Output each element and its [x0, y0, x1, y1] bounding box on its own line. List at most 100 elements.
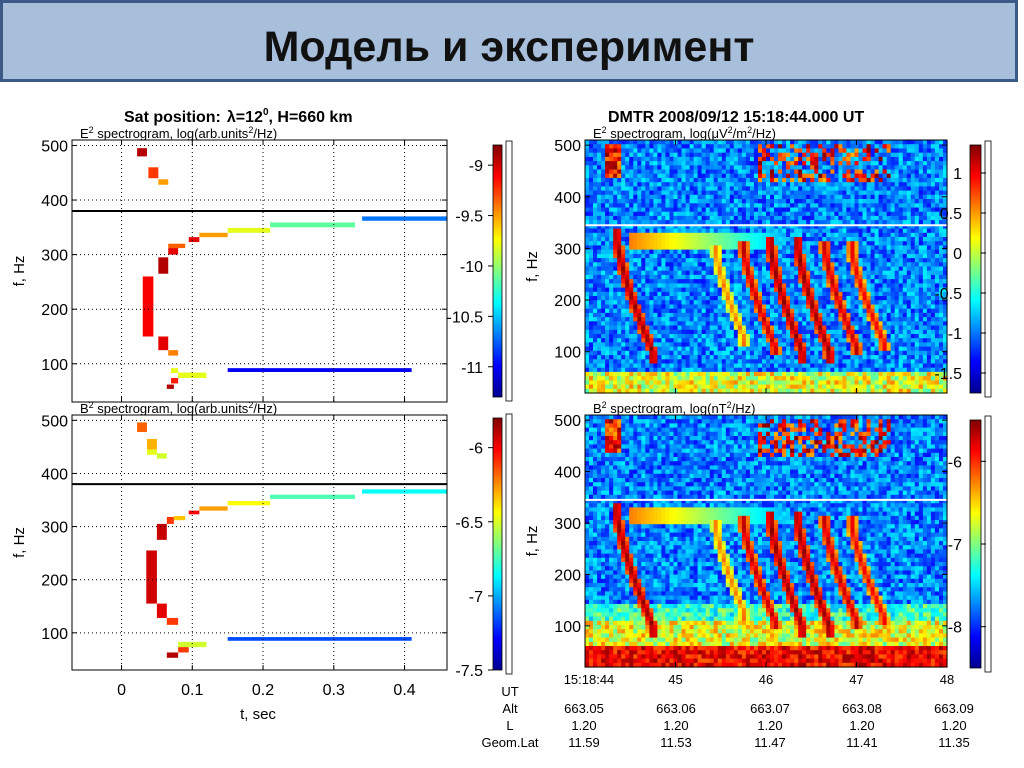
spectrogram-pixel	[629, 186, 634, 192]
spectrogram-pixel	[737, 363, 743, 369]
spectrogram-pixel	[790, 355, 795, 360]
spectrogram-pixel	[613, 245, 618, 251]
spectrogram-pixel	[882, 148, 888, 154]
spectrogram-pixel	[749, 194, 755, 200]
spectrogram-pixel	[621, 376, 626, 381]
spectrogram-pixel	[846, 312, 851, 318]
spectrogram-pixel	[693, 371, 699, 377]
spectrogram-pixel	[794, 215, 799, 221]
spectrogram-pixel	[681, 173, 687, 179]
spectrogram-pixel	[822, 262, 827, 268]
spectrogram-pixel	[826, 156, 831, 162]
spectrogram-pixel	[681, 334, 687, 339]
spectrogram-pixel	[593, 384, 598, 390]
spectrogram-pixel	[609, 346, 614, 352]
spectrogram-pixel	[810, 274, 815, 280]
spectrogram-pixel	[850, 215, 856, 221]
spectrogram-pixel	[657, 388, 662, 394]
spectrogram-pixel	[709, 350, 715, 356]
spectrogram-pixel	[753, 376, 759, 381]
spectrogram-pixel	[745, 182, 751, 187]
spectrogram-pixel	[613, 283, 618, 289]
spectrogram-pixel	[762, 304, 767, 310]
spectrogram-pixel	[653, 334, 658, 339]
spectrogram-pixel	[633, 270, 638, 276]
spectrogram-pixel	[597, 258, 602, 263]
spectrogram-pixel	[822, 325, 827, 331]
spectrogram-pixel	[830, 241, 835, 246]
spectrogram-pixel	[766, 144, 771, 149]
spectrogram-pixel	[782, 334, 787, 339]
spectrogram-pixel	[717, 144, 723, 149]
spectrogram-pixel	[766, 363, 771, 369]
spectrogram-pixel	[830, 199, 835, 204]
spectrogram-pixel	[693, 376, 699, 381]
spectrogram-pixel	[766, 334, 771, 339]
spectrogram-pixel	[685, 338, 691, 343]
spectrogram-pixel	[778, 190, 783, 196]
spectrogram-pixel	[669, 329, 675, 335]
spectrogram-pixel	[778, 241, 783, 246]
spectrogram-pixel	[830, 161, 835, 166]
spectrogram-pixel	[717, 342, 723, 348]
spectrogram-pixel	[870, 329, 876, 335]
spectrogram-pixel	[842, 182, 847, 187]
spectrogram-pixel	[633, 249, 638, 255]
spectrogram-pixel	[685, 177, 691, 183]
spectrogram-pixel	[633, 359, 638, 365]
spectrogram-pixel	[709, 228, 715, 234]
spectrogram-pixel	[762, 270, 767, 276]
spectrogram-pixel	[798, 291, 803, 297]
spectrogram-pixel	[870, 173, 876, 179]
spectrogram-pixel	[778, 287, 783, 293]
spectrogram-pixel	[689, 173, 695, 179]
spectrogram-pixel	[589, 262, 594, 268]
spectrogram-pixel	[597, 367, 602, 373]
spectrogram-pixel	[605, 384, 610, 390]
spectrogram-pixel	[830, 232, 835, 238]
spectrogram-pixel	[697, 182, 703, 187]
spectrogram-pixel	[725, 203, 731, 209]
spectrogram-pixel	[906, 215, 912, 221]
spectrogram-pixel	[633, 173, 638, 179]
spectrogram-pixel	[749, 338, 755, 343]
spectrogram-pixel	[645, 173, 650, 179]
spectrogram-pixel	[641, 359, 646, 365]
spectrogram-pixel	[629, 329, 634, 335]
spectrogram-pixel	[846, 321, 851, 327]
spectrogram-pixel	[758, 363, 763, 369]
spectrogram-pixel	[786, 220, 791, 225]
spectrogram-pixel	[741, 148, 747, 154]
spectrogram-pixel	[645, 363, 650, 369]
spectrogram-pixel	[693, 190, 699, 196]
spectrogram-pixel	[770, 156, 775, 162]
spectrogram-pixel	[802, 245, 807, 251]
spectrogram-cell	[168, 243, 186, 249]
spectrogram-pixel	[850, 367, 856, 373]
spectrogram-pixel	[633, 224, 638, 230]
spectrogram-pixel	[830, 165, 835, 171]
spectrogram-pixel	[713, 312, 719, 318]
spectrogram-pixel	[621, 384, 626, 390]
spectrogram-pixel	[633, 350, 638, 356]
spectrogram-pixel	[902, 350, 908, 356]
spectrogram-pixel	[786, 300, 791, 305]
spectrogram-pixel	[685, 380, 691, 386]
spectrogram-pixel	[709, 296, 715, 301]
spectrogram-pixel	[669, 304, 675, 310]
spectrogram-pixel	[597, 224, 602, 230]
spectrogram-pixel	[749, 215, 755, 221]
spectrogram-pixel	[878, 388, 884, 394]
spectrogram-pixel	[693, 338, 699, 343]
spectrogram-pixel	[874, 346, 880, 352]
spectrogram-pixel	[593, 156, 598, 162]
spectrogram-pixel	[806, 266, 811, 272]
spectrogram-pixel	[898, 371, 904, 377]
spectrogram-pixel	[794, 266, 799, 272]
spectrogram-pixel	[725, 232, 731, 238]
spectrogram-pixel	[894, 199, 900, 204]
spectrogram-pixel	[625, 371, 630, 377]
spectrogram-pixel	[741, 228, 747, 234]
spectrogram-pixel	[818, 279, 823, 284]
spectrogram-pixel	[625, 199, 630, 204]
